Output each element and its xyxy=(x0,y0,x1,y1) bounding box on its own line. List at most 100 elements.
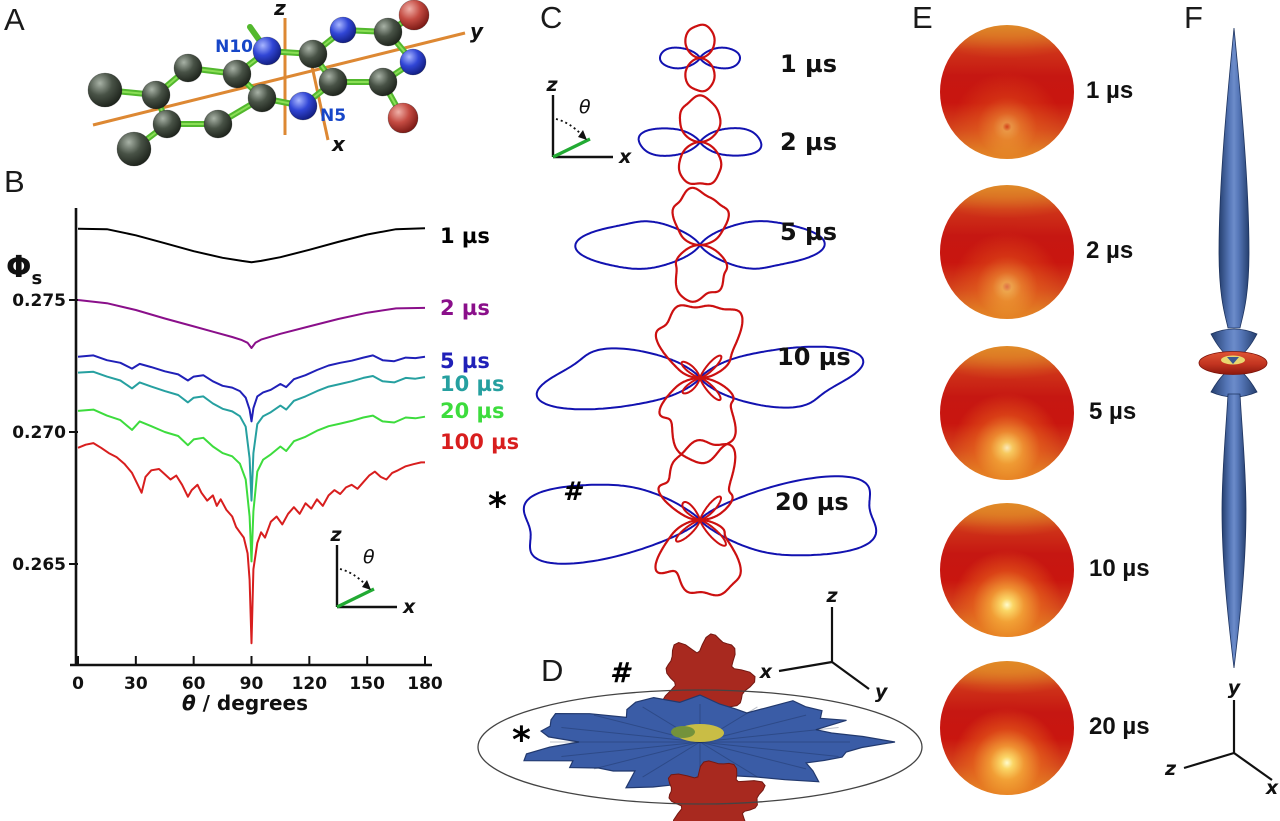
time-label: 5 µs xyxy=(1089,398,1137,425)
disc-crease xyxy=(699,726,839,743)
sphere-20us xyxy=(940,661,1074,795)
inset-z-label: z xyxy=(545,74,558,96)
inset-arrowhead xyxy=(362,580,371,590)
axis-letter: y xyxy=(470,19,484,43)
time-label-c: 10 µs xyxy=(777,343,851,371)
center-green xyxy=(671,726,695,738)
atom-c xyxy=(203,109,233,139)
triad-f-y-label: y xyxy=(1228,677,1242,699)
legend-20µs: 20 µs xyxy=(440,399,505,423)
inset-theta-arc xyxy=(555,118,583,136)
inset-theta-label: θ xyxy=(363,546,375,568)
triad-f-x-line xyxy=(1233,752,1273,781)
atom-c xyxy=(222,59,252,89)
atom-o xyxy=(398,0,430,31)
x-tick-label: 30 xyxy=(124,674,148,694)
time-label: 2 µs xyxy=(1086,237,1134,264)
legend-100µs: 100 µs xyxy=(440,430,519,454)
inset-x-label: x xyxy=(402,596,416,618)
legend-2µs: 2 µs xyxy=(440,296,490,320)
inset-arrowhead xyxy=(578,130,587,140)
red-lobe-bottom xyxy=(667,760,766,821)
panel-label-a: A xyxy=(4,2,25,37)
ellipse-outline xyxy=(477,689,923,805)
curve-2µs xyxy=(77,299,426,349)
atom-n xyxy=(329,16,357,44)
disc-crease xyxy=(642,741,701,778)
legend-1µs: 1 µs xyxy=(440,224,490,248)
hash-marker-d: # xyxy=(610,656,632,689)
atom-c xyxy=(373,17,403,47)
panel-f-isosurface: y z x xyxy=(1164,27,1279,799)
inset-green-vector xyxy=(336,587,375,609)
atom-n xyxy=(252,36,282,66)
y-tick-label: 0.270 xyxy=(12,423,66,443)
disc-crease xyxy=(699,741,839,758)
x-tick-label: 180 xyxy=(407,674,443,694)
polar-red-2 xyxy=(671,186,730,303)
triad-f-z-label: z xyxy=(1164,758,1177,780)
time-label: 10 µs xyxy=(1089,555,1150,582)
panel-label-b: B xyxy=(4,164,25,199)
panel-b-chart: 0.275 0.270 0.265 0 30 60 90 120 150 180 θ / degre… xyxy=(6,208,519,715)
triad-y-label: y xyxy=(875,681,889,703)
atom-c xyxy=(247,83,277,113)
y-axis-title: Φs xyxy=(6,250,42,289)
panel-label-e: E xyxy=(912,0,933,35)
upper-blade xyxy=(1218,27,1250,329)
y-tick-label: 0.275 xyxy=(12,291,66,311)
star-marker-d: * xyxy=(512,720,531,761)
sphere-2us xyxy=(940,185,1074,319)
sphere-1us xyxy=(940,25,1074,159)
atom-label-n10: N10 xyxy=(215,37,253,57)
sphere-5us xyxy=(940,346,1074,480)
polar-red-diag-4 xyxy=(675,495,727,547)
legend-10µs: 10 µs xyxy=(440,372,505,396)
x-tick-label: 0 xyxy=(72,674,84,694)
disc-crease xyxy=(699,741,758,778)
inset-x-label: x xyxy=(618,146,632,168)
molecule-axis-x-line xyxy=(308,56,330,141)
x-tick-label: 60 xyxy=(182,674,206,694)
curve-10µs xyxy=(77,370,426,502)
x-tick-label: 150 xyxy=(349,674,385,694)
y-tick-label: 0.265 xyxy=(12,555,66,575)
atom-c xyxy=(87,72,123,108)
atom-c xyxy=(152,109,182,139)
curve-20µs xyxy=(77,408,426,563)
x-axis-title: θ / degrees xyxy=(182,691,308,715)
x-tick-label: 90 xyxy=(240,674,264,694)
panel-label-f: F xyxy=(1184,0,1203,35)
atom-c xyxy=(318,67,348,97)
x-tick-label: 120 xyxy=(292,674,328,694)
curve-100µs xyxy=(77,442,425,645)
axis-letter: z xyxy=(273,0,286,20)
legend-5µs: 5 µs xyxy=(440,349,490,373)
atom-n xyxy=(399,48,427,76)
lower-blade xyxy=(1221,393,1247,669)
triad-x-line xyxy=(778,660,833,673)
inset-z-label: z xyxy=(329,524,342,546)
triad-x-label: x xyxy=(759,661,773,683)
blue-disc xyxy=(523,694,896,789)
polar-red-3 xyxy=(654,304,744,465)
triad-f-x-label: x xyxy=(1265,777,1279,799)
panel-label-d: D xyxy=(541,653,564,688)
time-label-c: 2 µs xyxy=(780,128,837,156)
disc-crease xyxy=(699,741,807,770)
time-label-c: 1 µs xyxy=(780,50,837,78)
time-label-c: 5 µs xyxy=(780,218,837,246)
inset-green-vector xyxy=(552,137,591,159)
disc-crease xyxy=(561,726,701,743)
atom-c xyxy=(116,131,152,167)
sphere-10us xyxy=(940,503,1074,637)
cone-tip xyxy=(1227,357,1239,364)
atom-c xyxy=(368,67,398,97)
atom-c xyxy=(173,53,203,83)
curve-5µs xyxy=(77,354,426,423)
panel-c-polar-plots: 1 µs 2 µs 5 µs 10 µs 20 µs * # z x θ xyxy=(488,23,878,597)
triad-z-label: z xyxy=(825,590,838,607)
atom-label-n5: N5 xyxy=(320,106,346,126)
atom-o xyxy=(387,102,419,134)
time-label-c: 20 µs xyxy=(775,488,849,516)
